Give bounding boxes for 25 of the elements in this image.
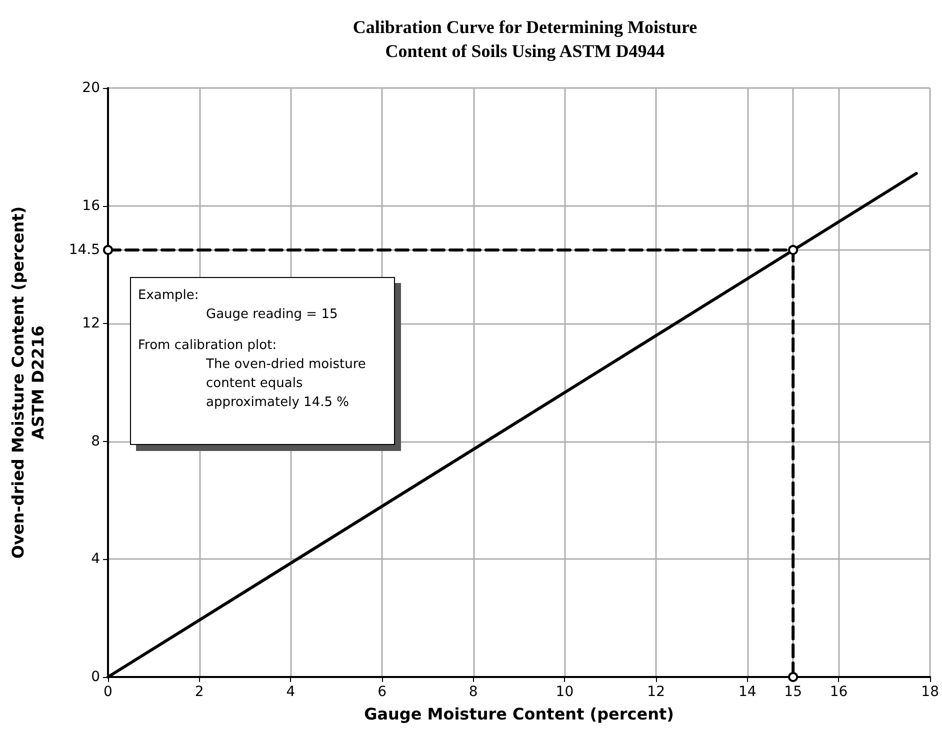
annotation: The oven-dried moisture content equals approximately 14.5 % [206,356,367,412]
y-tick-label: 0 [91,669,100,685]
x-tick-label: 14 [738,684,756,700]
y-axis-title: Oven-dried Moisture Content (percent) ASTM D2216 [8,206,48,559]
x-tick-label: 18 [921,684,940,700]
annotation: Example: [138,287,200,305]
x-tick-label: 12 [647,684,665,700]
x-tick-label: 2 [194,684,204,700]
y-tick-label: 12 [82,316,100,332]
chart-title: Calibration Curve for Determining Moisture Content of Soils Using ASTM D4944 [352,17,698,61]
x-tick-label: 4 [286,684,296,700]
x-tick-label: 0 [104,684,112,700]
x-tick-label: 10 [556,684,574,700]
x-tick-label: 8 [468,684,478,700]
y-tick-label: 14.5 [68,242,100,258]
annotation: Gauge reading = 15 [206,306,339,324]
y-tick-label: 16 [82,198,100,214]
y-tick-label: 20 [82,80,100,96]
y-tick-label: 4 [91,551,100,568]
x-tick-label: 16 [830,684,848,700]
annotation: From calibration plot: [138,337,278,355]
y-tick-label: 8 [91,433,100,450]
x-tick-label: 6 [378,684,387,700]
x-axis-title: Gauge Moisture Content (percent) [364,704,674,724]
x-tick-label: 15 [784,684,802,700]
